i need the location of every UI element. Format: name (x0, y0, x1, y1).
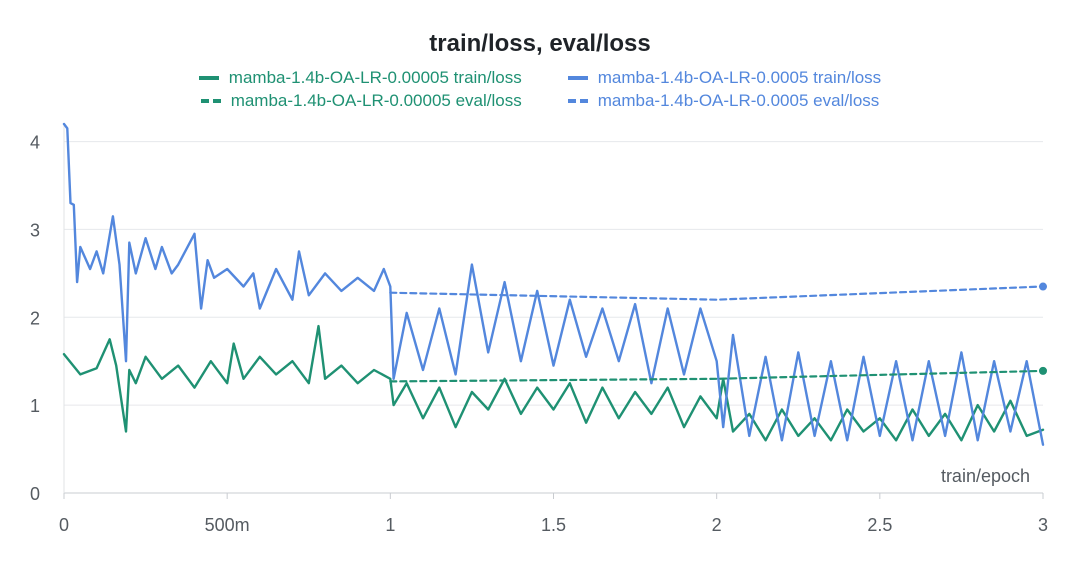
legend: mamba-1.4b-OA-LR-0.00005 train/loss mamb… (0, 66, 1080, 112)
legend-label: mamba-1.4b-OA-LR-0.00005 eval/loss (230, 90, 522, 110)
x-tick-label: 1.5 (541, 515, 566, 535)
y-tick-label: 1 (30, 396, 40, 416)
legend-swatch-blue-dashed (567, 98, 588, 103)
legend-label: mamba-1.4b-OA-LR-0.0005 eval/loss (597, 90, 880, 110)
series-line-blue-solid[interactable] (62, 122, 1045, 446)
x-tick-label: 2 (712, 515, 722, 535)
x-tick-label: 1 (385, 515, 395, 535)
y-tick-label: 2 (30, 308, 40, 328)
x-tick-label: 500m (205, 515, 250, 535)
series-line-blue-dashed[interactable] (389, 285, 1045, 301)
x-tick-label: 3 (1038, 515, 1048, 535)
legend-row: mamba-1.4b-OA-LR-0.00005 train/loss mamb… (0, 66, 1080, 89)
legend-item-blue-eval[interactable]: mamba-1.4b-OA-LR-0.0005 eval/loss (567, 89, 880, 112)
legend-item-green-eval[interactable]: mamba-1.4b-OA-LR-0.00005 eval/loss (200, 89, 522, 112)
legend-label: mamba-1.4b-OA-LR-0.00005 train/loss (228, 67, 522, 87)
legend-label: mamba-1.4b-OA-LR-0.0005 train/loss (597, 67, 882, 87)
series-end-point (1039, 366, 1047, 375)
series-end-point (1039, 282, 1047, 291)
series-line-green-dashed[interactable] (389, 369, 1045, 383)
y-tick-label: 3 (30, 220, 40, 240)
legend-row: mamba-1.4b-OA-LR-0.00005 eval/loss mamba… (0, 89, 1080, 112)
legend-item-blue-train[interactable]: mamba-1.4b-OA-LR-0.0005 train/loss (567, 66, 882, 89)
legend-swatch-green-dashed (200, 98, 221, 103)
chart-title: train/loss, eval/loss (429, 30, 651, 57)
x-axis-title: train/epoch (941, 466, 1030, 486)
y-tick-label: 4 (30, 133, 40, 153)
legend-swatch-green-solid (198, 75, 219, 80)
series-line-green-solid[interactable] (62, 324, 1045, 442)
y-tick-label: 0 (30, 484, 40, 504)
x-tick-label: 0 (59, 515, 69, 535)
x-tick-label: 2.5 (867, 515, 892, 535)
legend-swatch-blue-solid (567, 75, 588, 80)
legend-item-green-train[interactable]: mamba-1.4b-OA-LR-0.00005 train/loss (198, 66, 522, 89)
